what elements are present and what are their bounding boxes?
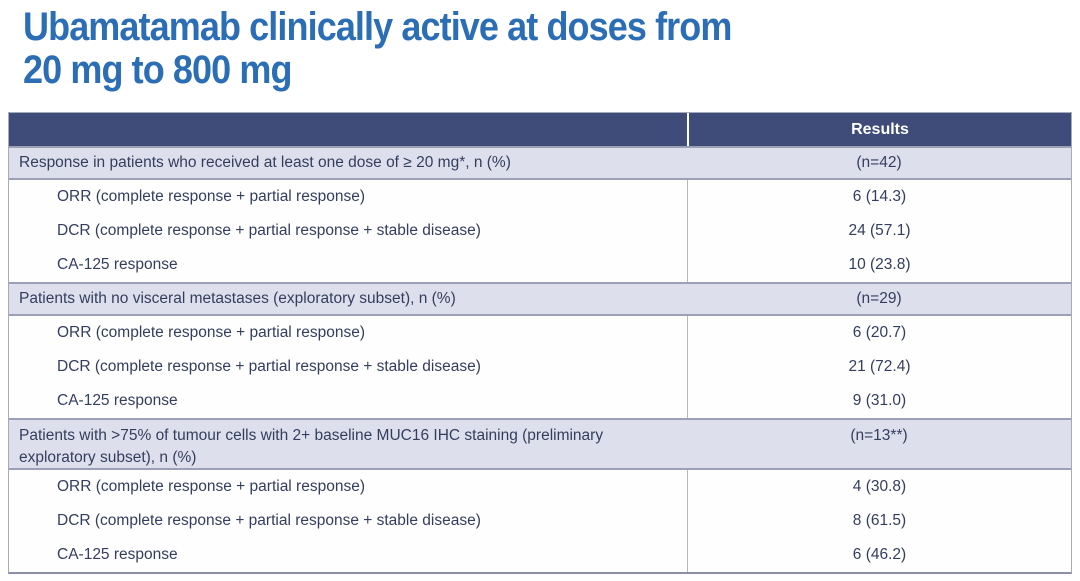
table-data-row: ORR (complete response + partial respons… xyxy=(9,316,1071,350)
row-value: 9 (31.0) xyxy=(687,384,1071,418)
table-data-row: ORR (complete response + partial respons… xyxy=(9,470,1071,504)
slide-title-line2: 20 mg to 800 mg xyxy=(23,48,292,92)
table-data-row: DCR (complete response + partial respons… xyxy=(9,214,1071,248)
row-value: 6 (14.3) xyxy=(687,180,1071,214)
table-data-row: CA-125 response 6 (46.2) xyxy=(9,538,1071,572)
results-header-cell: Results xyxy=(687,113,1071,146)
results-table: Results Response in patients who receive… xyxy=(8,112,1072,574)
table-data-row: ORR (complete response + partial respons… xyxy=(9,180,1071,214)
table-data-row: CA-125 response 9 (31.0) xyxy=(9,384,1071,418)
row-label: DCR (complete response + partial respons… xyxy=(57,358,481,375)
section-n-value: (n=29) xyxy=(856,290,902,307)
table-header-row: Results xyxy=(9,113,1071,146)
row-value: 8 (61.5) xyxy=(687,504,1071,538)
row-value: 10 (23.8) xyxy=(687,248,1071,282)
row-label: DCR (complete response + partial respons… xyxy=(57,512,481,529)
table-data-row: DCR (complete response + partial respons… xyxy=(9,350,1071,384)
table-section-row: Response in patients who received at lea… xyxy=(9,146,1071,180)
row-label: ORR (complete response + partial respons… xyxy=(57,478,365,495)
row-value: 4 (30.8) xyxy=(687,470,1071,504)
row-label: ORR (complete response + partial respons… xyxy=(57,188,365,205)
row-label: DCR (complete response + partial respons… xyxy=(57,222,481,239)
section-label: Patients with no visceral metastases (ex… xyxy=(19,290,456,307)
row-value: 21 (72.4) xyxy=(687,350,1071,384)
row-label: CA-125 response xyxy=(57,256,178,273)
row-value: 6 (20.7) xyxy=(687,316,1071,350)
section-label: Response in patients who received at lea… xyxy=(19,154,511,171)
table-section-row: Patients with no visceral metastases (ex… xyxy=(9,282,1071,316)
section-n-value: (n=42) xyxy=(856,154,902,171)
section-n-value: (n=13**) xyxy=(850,427,908,444)
section-label: Patients with >75% of tumour cells with … xyxy=(19,427,604,466)
row-value: 6 (46.2) xyxy=(687,538,1071,572)
table-section-row: Patients with >75% of tumour cells with … xyxy=(9,418,1071,470)
table-data-row: CA-125 response 10 (23.8) xyxy=(9,248,1071,282)
row-label: ORR (complete response + partial respons… xyxy=(57,324,365,341)
metric-header-cell xyxy=(9,113,687,146)
row-label: CA-125 response xyxy=(57,546,178,563)
slide-title: Ubamatamab clinically active at doses fr… xyxy=(23,5,732,92)
row-value: 24 (57.1) xyxy=(687,214,1071,248)
table-data-row: DCR (complete response + partial respons… xyxy=(9,504,1071,538)
row-label: CA-125 response xyxy=(57,392,178,409)
slide-title-line1: Ubamatamab clinically active at doses fr… xyxy=(23,5,732,49)
